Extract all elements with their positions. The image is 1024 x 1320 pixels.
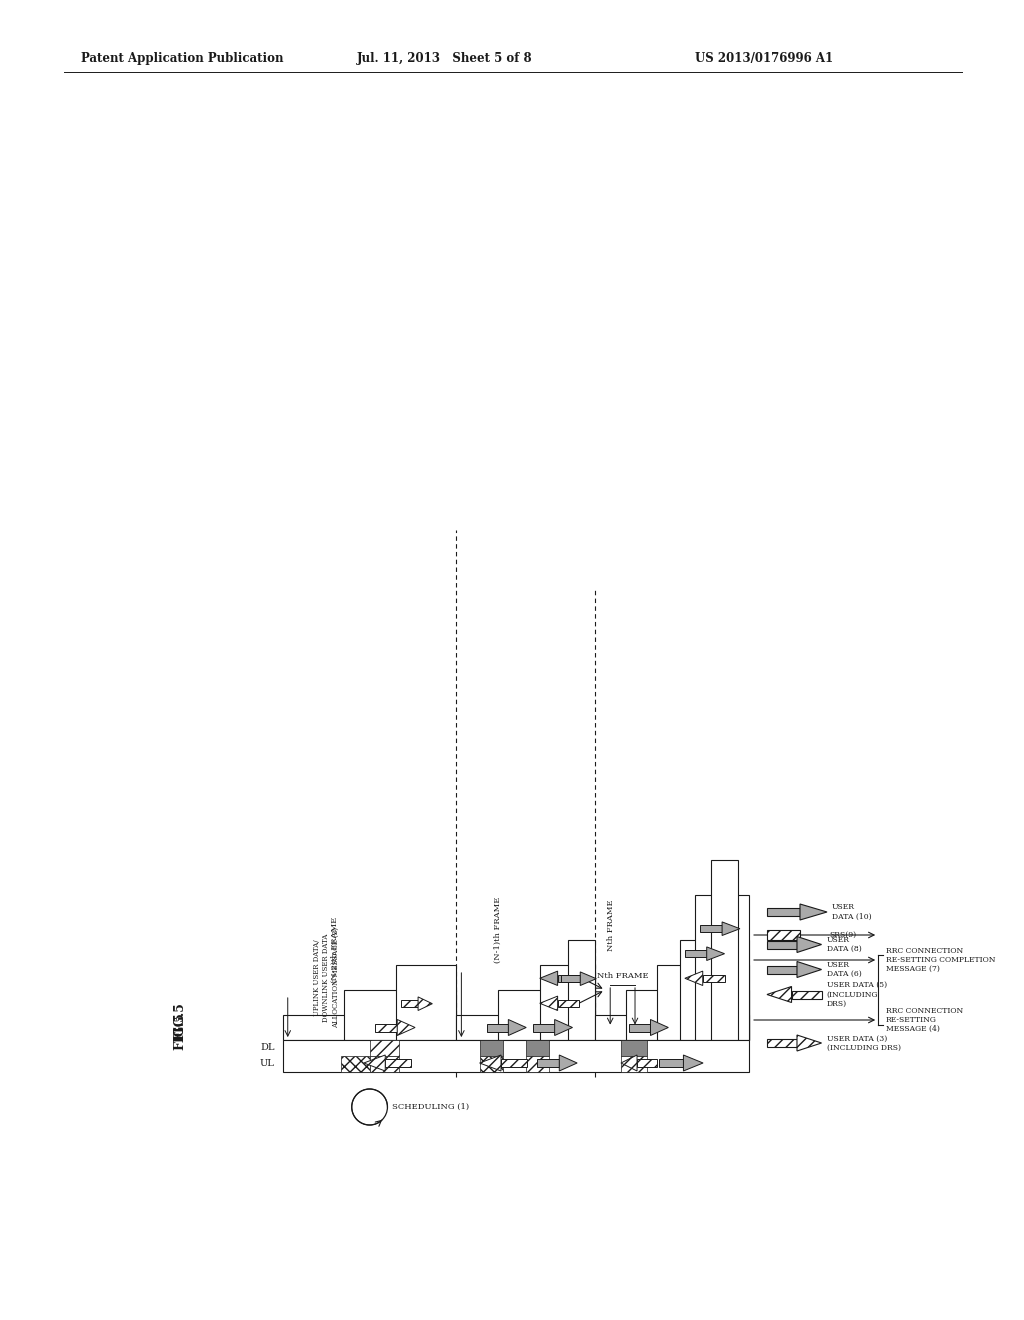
Bar xyxy=(695,895,750,1040)
Polygon shape xyxy=(797,961,821,978)
Bar xyxy=(558,999,580,1007)
Polygon shape xyxy=(559,1055,578,1071)
Bar xyxy=(560,975,581,982)
Polygon shape xyxy=(397,1019,415,1035)
Polygon shape xyxy=(540,997,558,1011)
Bar xyxy=(486,1023,508,1031)
Text: RRC CONNECTION
RE-SETTING
MESSAGE (4): RRC CONNECTION RE-SETTING MESSAGE (4) xyxy=(886,1007,964,1034)
Polygon shape xyxy=(685,972,702,986)
Text: Patent Application Publication: Patent Application Publication xyxy=(81,51,284,65)
Text: Nth FRAME: Nth FRAME xyxy=(606,899,614,950)
Text: DL: DL xyxy=(260,1044,274,1052)
Text: SCHEDULING (1): SCHEDULING (1) xyxy=(392,1104,470,1111)
Bar xyxy=(621,1056,646,1072)
Text: USER
DATA (10): USER DATA (10) xyxy=(831,903,871,920)
Bar xyxy=(767,908,800,916)
Bar xyxy=(283,1040,750,1072)
Bar xyxy=(659,1059,683,1067)
Bar xyxy=(767,940,797,949)
Bar xyxy=(457,1015,595,1040)
Bar xyxy=(341,1056,370,1072)
Bar xyxy=(370,1056,398,1072)
Bar xyxy=(400,1001,418,1007)
Bar xyxy=(283,1015,457,1040)
Bar xyxy=(526,1056,549,1072)
Text: US 2013/0176996 A1: US 2013/0176996 A1 xyxy=(694,51,833,65)
Bar xyxy=(767,965,797,974)
Bar xyxy=(712,861,738,1040)
Polygon shape xyxy=(722,921,740,936)
Text: SRS(9): SRS(9) xyxy=(829,931,857,939)
Bar xyxy=(538,1059,559,1067)
Text: USER
DATA (8): USER DATA (8) xyxy=(826,936,861,953)
Bar xyxy=(680,940,750,1040)
Bar xyxy=(567,940,595,1040)
Polygon shape xyxy=(797,936,821,953)
Polygon shape xyxy=(650,1019,669,1035)
Text: Jul. 11, 2013   Sheet 5 of 8: Jul. 11, 2013 Sheet 5 of 8 xyxy=(357,51,532,65)
Bar xyxy=(792,990,821,998)
Bar xyxy=(621,1040,646,1056)
Bar xyxy=(395,965,457,1040)
Polygon shape xyxy=(800,904,827,920)
Polygon shape xyxy=(767,986,792,1002)
Bar xyxy=(767,1039,797,1047)
Bar xyxy=(376,1023,397,1031)
Text: (N-2)th FRAME: (N-2)th FRAME xyxy=(331,917,339,983)
Bar xyxy=(526,1040,549,1056)
Text: UPLINK USER DATA/
DOWNLINK USER DATA
ALLOCATION MESSAGE (2): UPLINK USER DATA/ DOWNLINK USER DATA ALL… xyxy=(313,927,339,1028)
Polygon shape xyxy=(364,1055,385,1071)
Polygon shape xyxy=(621,1055,637,1071)
Polygon shape xyxy=(418,997,432,1011)
Bar xyxy=(558,974,580,982)
Text: FIG.5: FIG.5 xyxy=(174,1002,186,1040)
Bar xyxy=(629,1023,650,1031)
Polygon shape xyxy=(508,1019,526,1035)
Text: UL: UL xyxy=(260,1060,274,1068)
Bar xyxy=(385,1059,412,1067)
Polygon shape xyxy=(797,1035,821,1051)
Text: USER DATA (5)
(INCLUDING
DRS): USER DATA (5) (INCLUDING DRS) xyxy=(826,981,887,1007)
Polygon shape xyxy=(479,1055,501,1071)
Bar xyxy=(479,1056,503,1072)
Bar xyxy=(700,925,722,932)
Bar xyxy=(595,1015,750,1040)
Bar xyxy=(767,931,800,940)
Bar xyxy=(540,965,595,1040)
Bar xyxy=(656,965,750,1040)
Bar xyxy=(685,950,707,957)
Polygon shape xyxy=(581,972,596,986)
Bar xyxy=(501,1059,527,1067)
Bar xyxy=(498,990,595,1040)
Polygon shape xyxy=(683,1055,703,1071)
Bar xyxy=(370,1040,398,1056)
Bar xyxy=(344,990,457,1040)
Polygon shape xyxy=(555,1019,572,1035)
Bar xyxy=(479,1040,503,1056)
Bar xyxy=(532,1023,555,1031)
Text: (N-1)th FRAME: (N-1)th FRAME xyxy=(495,896,502,964)
Polygon shape xyxy=(540,972,558,986)
Text: USER
DATA (6): USER DATA (6) xyxy=(826,961,861,978)
Text: FIG.5: FIG.5 xyxy=(174,1012,186,1049)
Bar xyxy=(626,990,750,1040)
Polygon shape xyxy=(707,946,725,961)
Text: Nth FRAME: Nth FRAME xyxy=(597,972,648,979)
Text: RRC CONNECTION
RE-SETTING COMPLETION
MESSAGE (7): RRC CONNECTION RE-SETTING COMPLETION MES… xyxy=(886,946,995,973)
Bar xyxy=(637,1059,656,1067)
Text: USER DATA (3)
(INCLUDING DRS): USER DATA (3) (INCLUDING DRS) xyxy=(826,1035,900,1052)
Bar xyxy=(702,974,725,982)
